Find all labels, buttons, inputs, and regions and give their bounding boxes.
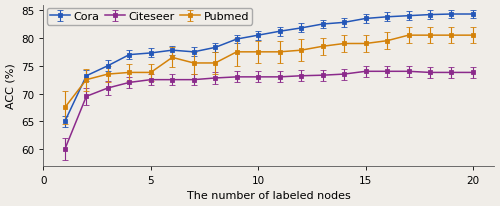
X-axis label: The number of labeled nodes: The number of labeled nodes: [187, 191, 351, 200]
Legend: Cora, Citeseer, Pubmed: Cora, Citeseer, Pubmed: [46, 9, 253, 25]
Y-axis label: ACC (%): ACC (%): [6, 63, 16, 109]
